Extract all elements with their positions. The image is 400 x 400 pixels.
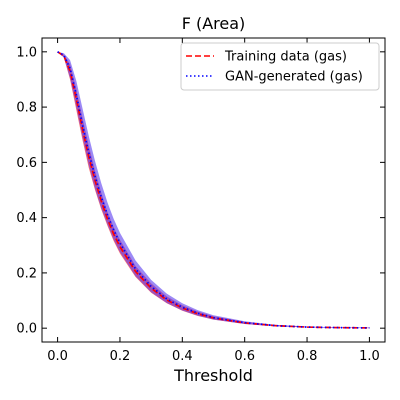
plot-frame: [41, 37, 386, 343]
legend-label-training: Training data (gas): [224, 50, 347, 65]
x-tick-label-4: 0.8: [297, 349, 318, 364]
series-lines: [57, 51, 370, 329]
x-tick-label-0: 0.0: [47, 349, 68, 364]
x-tick-label-5: 1.0: [359, 349, 380, 364]
chart-title: F (Area): [182, 14, 246, 33]
y-tick-label-4: 0.8: [16, 101, 37, 116]
x-tick-label-1: 0.2: [110, 349, 131, 364]
y-tick-label-0: 0.0: [16, 322, 37, 337]
y-tick-label-5: 1.0: [16, 45, 37, 60]
y-tick-label-2: 0.4: [16, 211, 37, 226]
x-tick-label-2: 0.4: [172, 349, 193, 364]
legend-box: [180, 42, 380, 91]
legend-label-gan: GAN-generated (gas): [225, 70, 363, 85]
axis-ticks: 0.0 0.2 0.4 0.6 0.8 1.0 0.0 0.2 0.4 0.6 0.8 1.0: [16, 38, 385, 364]
x-tick-label-3: 0.6: [234, 349, 255, 364]
y-tick-label-3: 0.6: [16, 156, 37, 171]
legend: Training data (gas) GAN-generated (gas): [180, 42, 380, 91]
y-tick-label-1: 0.2: [16, 266, 37, 281]
series-line-gan: [57, 51, 370, 329]
x-axis-label: Threshold: [173, 366, 253, 385]
